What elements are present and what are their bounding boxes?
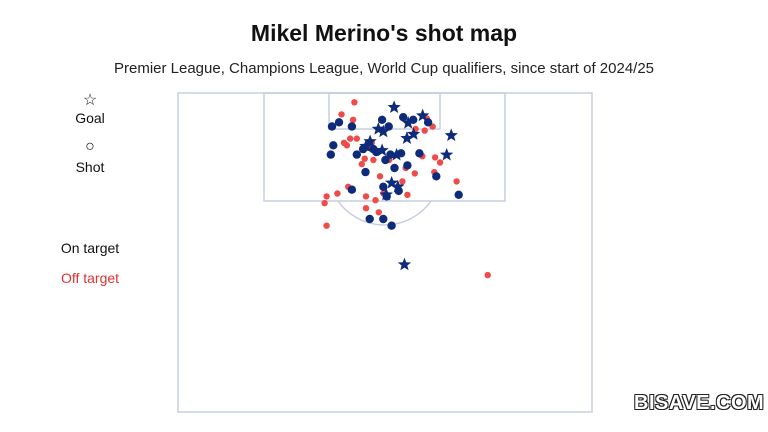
shot-on-target-marker [347,185,357,194]
goal-star-marker [379,187,393,201]
shot-on-target-marker [347,122,357,131]
shot-off-target-marker [361,155,368,162]
goal-star-marker [397,257,412,271]
shot-on-target-marker [334,118,344,127]
shot-on-target-marker [381,155,390,165]
goal-star-marker [371,122,385,135]
goal-star-marker [440,147,454,161]
shot-on-target-marker [352,150,361,159]
goal-star-marker [444,128,458,142]
shot-on-target-marker [329,141,338,150]
goal-star-marker [375,143,389,157]
shot-on-target-marker [454,190,463,199]
shot-off-target-marker [334,190,341,197]
shot-on-target-marker [403,161,412,170]
shot-off-target-marker [323,193,330,200]
shot-on-target-marker [432,172,441,181]
shot-on-target-marker [326,150,335,159]
goal-star-marker [385,176,399,189]
shot-on-target-marker [390,163,399,173]
penalty-arc [337,200,432,226]
shot-on-target-marker [379,182,388,191]
shot-on-target-marker [365,214,374,224]
goal-star-marker [401,116,415,129]
shot-off-target-marker [421,127,428,134]
shot-on-target-marker [399,113,408,122]
legend-off-target: Off target [60,270,120,286]
shot-off-target-marker [404,191,411,198]
shot-off-target-marker [431,154,439,161]
shot-on-target-marker [327,122,337,131]
watermark: BISAVE.COM [634,392,765,414]
pitch-half-outline [177,92,593,413]
shot-off-target-marker [370,156,377,164]
shot-off-target-marker [376,173,384,180]
chart-title: Mikel Merino's shot map [250,20,518,46]
shot-on-target-marker [384,122,393,131]
goal-star-marker [391,179,405,193]
shot-circle-icon: ○ [85,138,95,155]
shot-off-target-marker [321,199,328,207]
shot-off-target-marker [343,142,351,149]
shot-off-target-marker [399,178,406,185]
shot-off-target-marker [362,205,370,212]
shot-off-target-marker [372,197,379,204]
goal-star-marker [363,134,377,148]
shot-off-target-marker [484,271,491,279]
goal-star-icon: ☆ [82,92,98,109]
goal-star-marker [387,100,401,113]
goal-star-marker [359,139,373,152]
legend-shot-label: Shot [75,159,105,175]
shot-on-target-marker [361,167,370,177]
goal-star-marker [376,124,390,138]
shot-on-target-marker [386,150,395,159]
shot-on-target-marker [377,115,387,125]
shot-off-target-marker [358,160,365,168]
chart-subtitle: Premier League, Champions League, World … [113,60,655,77]
shot-off-target-marker [353,135,360,142]
legend-on-target: On target [60,240,120,256]
shots-layer [321,99,491,279]
shot-off-target-marker [453,178,460,185]
shot-off-target-marker [349,116,357,124]
shot-off-target-marker [338,111,345,118]
shot-off-target-marker [411,170,418,177]
shot-off-target-marker [436,159,444,166]
shot-off-target-marker [362,193,370,200]
shot-on-target-marker [415,149,424,158]
shot-off-target-marker [351,99,358,106]
legend-goal-label: Goal [75,110,105,126]
goal-star-marker [389,147,404,161]
shot-off-target-marker [323,222,330,229]
shot-off-target-marker [347,135,354,142]
shot-off-target-marker [375,209,382,216]
goal-star-marker [416,108,430,122]
goal-star-marker [406,127,421,140]
shot-on-target-marker [379,214,388,224]
goal-star-marker [400,131,414,144]
shot-on-target-marker [387,221,396,230]
